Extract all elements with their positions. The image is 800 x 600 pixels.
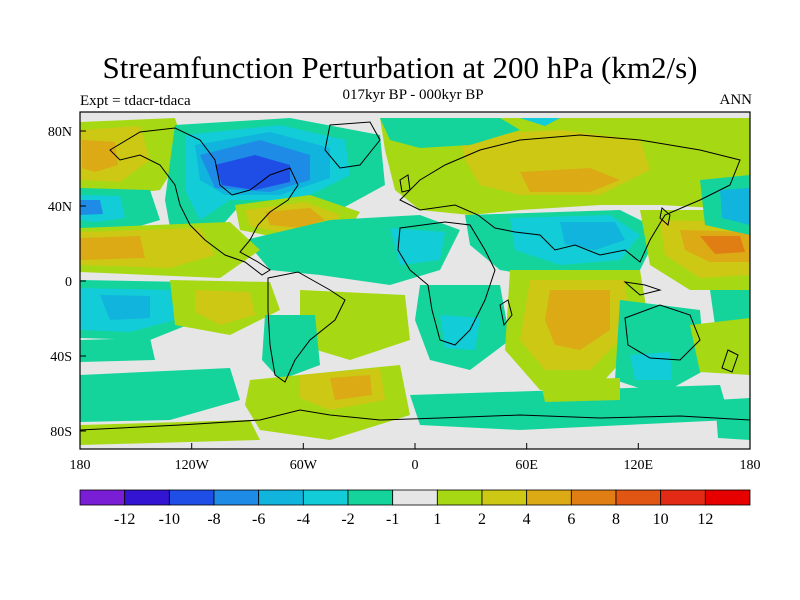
coastline-layer: [80, 121, 750, 431]
colorbar-label: 2: [478, 511, 486, 528]
contour-region: [300, 290, 410, 360]
colorbar-swatch: [168, 489, 215, 506]
coastline-british-isles: [399, 174, 411, 193]
colorbar-swatch: [660, 489, 706, 506]
colorbar-label: -10: [159, 511, 180, 528]
coastline-japan: [659, 207, 671, 226]
colorbar-label: 12: [697, 511, 713, 528]
colorbar-swatch: [570, 489, 617, 506]
colorbar-swatch: [392, 489, 438, 506]
colorbar-label: -12: [114, 511, 135, 528]
x-tick-label: 0: [412, 458, 419, 473]
colorbar-swatch: [436, 489, 483, 506]
colorbar-swatch: [213, 489, 260, 506]
coastline-north-america: [109, 127, 299, 276]
colorbar-swatch: [79, 489, 126, 506]
contour-region: [520, 118, 560, 126]
colorbar-label: -6: [252, 511, 265, 528]
contour-region: [440, 315, 480, 350]
coastline-africa: [397, 221, 496, 346]
coastline-maritime-continent: [623, 281, 662, 296]
figure-subtitle: 017kyr BP - 000kyr BP: [342, 87, 484, 103]
coastline-australia: [624, 304, 701, 361]
x-tick-label: 180: [70, 458, 91, 473]
colorbar-label: 8: [612, 511, 620, 528]
x-tick-label: 60E: [515, 458, 538, 473]
contour-region: [82, 140, 118, 172]
coastline-new-zealand: [721, 349, 739, 373]
experiment-label: Expt = tdacr-tdaca: [80, 93, 191, 109]
colorbar-label: 6: [567, 511, 575, 528]
y-tick-label: 80S: [50, 425, 72, 440]
contour-region: [390, 228, 445, 265]
contour-region: [540, 378, 620, 402]
colorbar-swatch: [258, 489, 304, 506]
colorbar-label: 1: [433, 511, 441, 528]
x-tick-label: 60W: [290, 458, 318, 473]
colorbar-swatch: [302, 489, 349, 506]
contour-region: [80, 236, 145, 260]
colorbar-swatch: [704, 489, 751, 506]
colorbar-label: 4: [523, 511, 531, 528]
contour-region: [80, 420, 260, 445]
y-tick-label: 80N: [48, 125, 72, 140]
coastline-greenland: [324, 121, 381, 169]
contour-region: [520, 168, 620, 192]
x-tick-label: 120W: [175, 458, 210, 473]
contour-region: [630, 352, 672, 380]
coastline-south-america: [267, 271, 346, 383]
y-tick-label: 40N: [48, 200, 72, 215]
colorbar-label: 10: [653, 511, 669, 528]
contour-region: [690, 318, 750, 375]
contour-region: [265, 208, 325, 228]
contour-region: [80, 338, 155, 362]
colorbar: -12 -10 -8 -6 -4 -2 -1 1 2 4 6 8 10 12: [79, 489, 751, 528]
contour-region: [380, 118, 520, 148]
coastline-antarctica: [80, 409, 750, 431]
contour-region: [262, 315, 320, 380]
x-axis: [79, 443, 751, 449]
y-tick-label: 0: [65, 275, 72, 290]
contour-region: [330, 375, 372, 400]
colorbar-swatch: [615, 489, 662, 506]
coastline-madagascar: [499, 299, 513, 327]
coastline-eurasia: [399, 134, 741, 263]
contour-region: [545, 290, 610, 350]
y-tick-label: 40S: [50, 350, 72, 365]
colorbar-swatch: [124, 489, 170, 506]
x-tick-label: 120E: [624, 458, 654, 473]
contour-region: [720, 188, 750, 225]
figure-title: Streamfunction Perturbation at 200 hPa (…: [102, 50, 698, 85]
contour-region: [700, 236, 745, 254]
contour-region: [410, 385, 730, 430]
contour-region: [100, 295, 150, 320]
colorbar-label: -1: [386, 511, 399, 528]
contour-region: [80, 200, 103, 215]
contour-region: [215, 155, 290, 190]
x-tick-label: 180: [740, 458, 761, 473]
colorbar-label: -2: [341, 511, 354, 528]
colorbar-label: -4: [297, 511, 310, 528]
y-axis: [80, 130, 86, 432]
contour-region: [640, 118, 750, 150]
colorbar-swatch: [526, 489, 572, 506]
season-label: ANN: [719, 92, 753, 108]
contour-region: [80, 368, 240, 422]
colorbar-swatch: [347, 489, 394, 506]
contour-region: [560, 222, 625, 250]
colorbar-swatch: [481, 489, 528, 506]
colorbar-label: -8: [207, 511, 220, 528]
contour-region: [195, 290, 255, 325]
